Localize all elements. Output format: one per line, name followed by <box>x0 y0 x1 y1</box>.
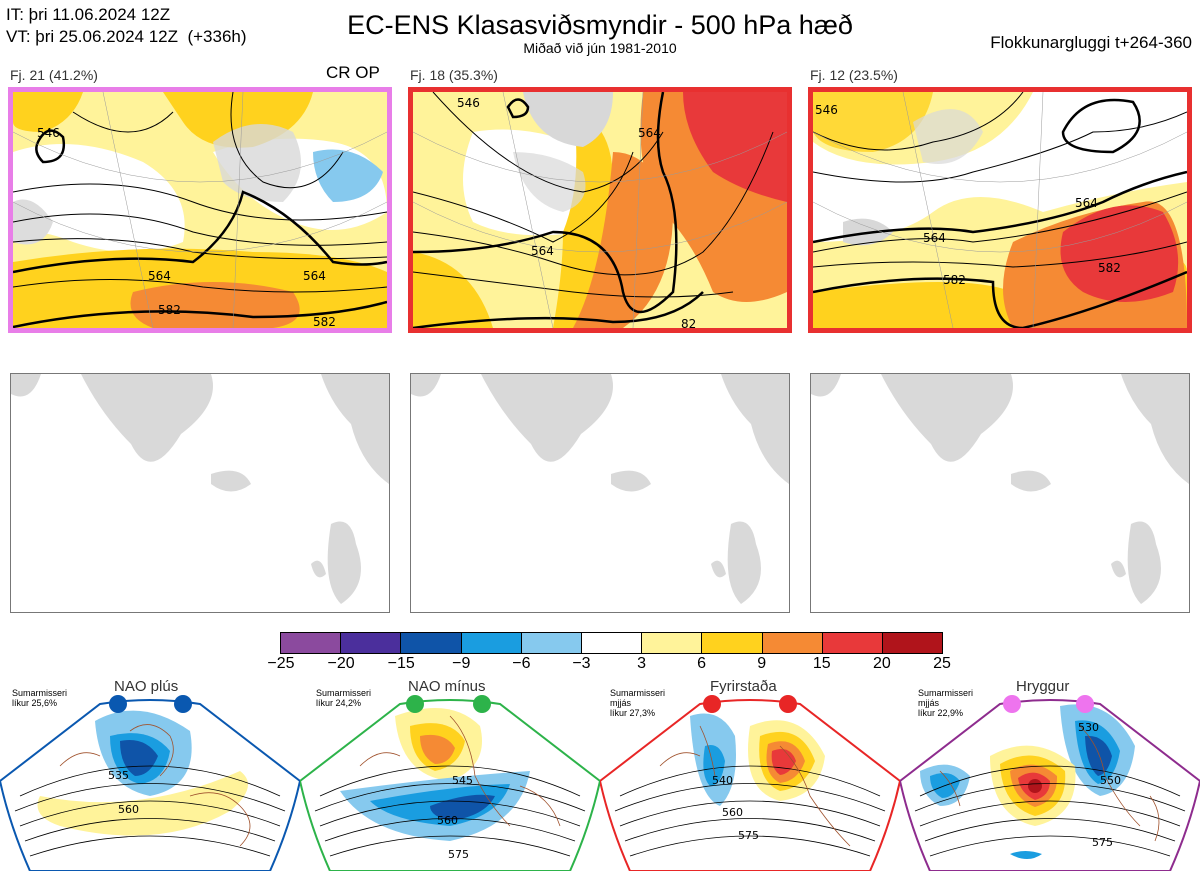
contour-label: 582 <box>943 273 966 287</box>
contour-label: 546 <box>37 126 60 140</box>
empty-map-2 <box>410 373 790 613</box>
colorbar-tick-label: 25 <box>933 655 951 672</box>
regime-dot <box>703 695 721 713</box>
cluster-2-label: Fj. 18 (35.3%) <box>410 67 498 83</box>
regime-note: Sumarmisseri mjjás líkur 22,9% <box>918 688 974 718</box>
regime-blocking: Fyrirstaða Sumarmisseri mjjás líkur 27,3… <box>600 676 900 871</box>
contour-label: 546 <box>815 103 838 117</box>
contour-label: 545 <box>452 774 473 787</box>
regime-dot <box>779 695 797 713</box>
regime-note: Sumarmisseri líkur 25,6% <box>12 688 68 708</box>
regime-dot <box>1076 695 1094 713</box>
contour-label: 564 <box>923 231 946 245</box>
regime-title: Hryggur <box>1016 678 1070 695</box>
colorbar-tick-label: −3 <box>572 655 591 672</box>
valid-time: VT: þri 25.06.2024 12Z (+336h) <box>6 27 247 46</box>
colorbar-tick-label: −9 <box>452 655 471 672</box>
colorbar-swatch <box>821 633 882 653</box>
regime-dot <box>406 695 424 713</box>
contour-label: 575 <box>448 848 469 861</box>
contour-label: 540 <box>712 774 733 787</box>
colorbar-tick-label: 3 <box>637 655 646 672</box>
contour-label: 564 <box>1075 196 1098 210</box>
cluster-3-label: Fj. 12 (23.5%) <box>810 67 898 83</box>
init-time: IT: þri 11.06.2024 12Z <box>6 5 171 24</box>
contour-label: 535 <box>108 769 129 782</box>
classification-window: Flokkunargluggi t+264-360 <box>990 33 1192 52</box>
cluster-1-tag: CR OP <box>326 63 380 82</box>
colorbar-swatch <box>460 633 521 653</box>
cluster-map-2[interactable]: 546 564 564 82 <box>408 87 792 333</box>
regime-nao-minus: NAO mínus Sumarmisseri líkur 24,2% 545 5… <box>300 676 600 871</box>
contour-label: 582 <box>158 303 181 317</box>
contour-label: 575 <box>738 829 759 842</box>
colorbar-tick-label: −6 <box>512 655 531 672</box>
regime-note: Sumarmisseri mjjás líkur 27,3% <box>610 688 666 718</box>
contour-label: 560 <box>437 814 458 827</box>
regime-ridge: Hryggur Sumarmisseri mjjás líkur 22,9% 5… <box>900 676 1200 871</box>
colorbar-swatch <box>281 633 341 653</box>
page-title: EC-ENS Klasasviðsmyndir - 500 hPa hæð <box>347 10 853 40</box>
colorbar-swatch <box>340 633 401 653</box>
colorbar-swatch <box>400 633 461 653</box>
contour-label: 575 <box>1092 836 1113 849</box>
colorbar-tick-label: −20 <box>327 655 355 672</box>
colorbar-swatch <box>641 633 702 653</box>
regime-dot <box>473 695 491 713</box>
colorbar-tick-label: 9 <box>757 655 767 672</box>
header-info: IT: þri 11.06.2024 12Z VT: þri 25.06.2024… <box>6 4 247 48</box>
regime-note: Sumarmisseri líkur 24,2% <box>316 688 372 708</box>
colorbar-swatch <box>881 633 943 653</box>
colorbar-tick-label: 15 <box>812 655 831 672</box>
contour-label: 560 <box>722 806 743 819</box>
contour-label: 546 <box>457 96 480 110</box>
colorbar-swatch <box>580 633 642 653</box>
contour-label: 582 <box>1098 261 1121 275</box>
contour-label: 564 <box>638 126 661 140</box>
contour-label: 564 <box>303 269 326 283</box>
empty-map-1 <box>10 373 390 613</box>
colorbar-tick-label: −25 <box>267 655 295 672</box>
colorbar <box>280 632 943 654</box>
cluster-1-label: Fj. 21 (41.2%) <box>10 67 98 83</box>
colorbar-tick-label: 6 <box>697 655 707 672</box>
regime-dot <box>109 695 127 713</box>
contour-label: 564 <box>148 269 171 283</box>
colorbar-tick-label: −15 <box>387 655 415 672</box>
regime-title: Fyrirstaða <box>710 678 777 695</box>
contour-label: 582 <box>313 315 336 328</box>
regime-title: NAO plús <box>114 678 179 695</box>
cluster-map-1[interactable]: 546 564 564 582 582 <box>8 87 392 333</box>
colorbar-swatch <box>701 633 762 653</box>
contour-label: 82 <box>681 317 696 328</box>
regime-dot <box>174 695 192 713</box>
colorbar-tick-label: 20 <box>873 655 891 672</box>
contour-label: 550 <box>1100 774 1121 787</box>
colorbar-swatch <box>520 633 581 653</box>
colorbar-swatch <box>761 633 822 653</box>
cluster-map-3[interactable]: 546 564 564 582 582 <box>808 87 1192 333</box>
regime-nao-plus: NAO plús Sumarmisseri líkur 25,6% 535 56… <box>0 676 300 871</box>
regime-dot <box>1003 695 1021 713</box>
contour-label: 560 <box>118 803 139 816</box>
contour-label: 564 <box>531 244 554 258</box>
page-subtitle: Miðað við jún 1981-2010 <box>523 40 677 56</box>
contour-label: 530 <box>1078 721 1099 734</box>
regime-title: NAO mínus <box>408 678 486 695</box>
empty-map-3 <box>810 373 1190 613</box>
